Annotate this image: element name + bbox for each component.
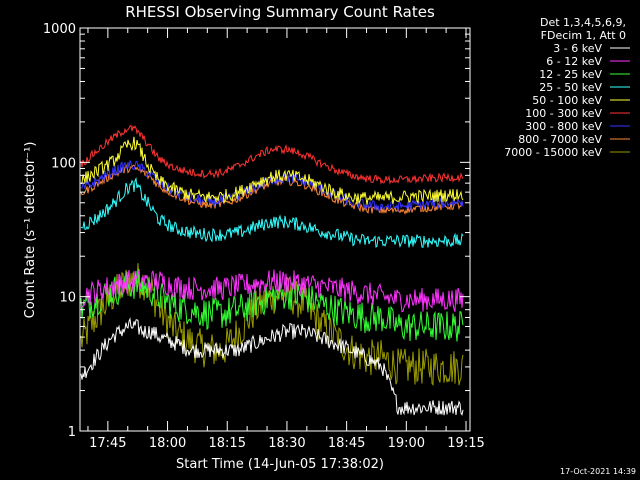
legend-entry-label: 12 - 25 keV: [539, 68, 602, 81]
series-line: [80, 176, 464, 249]
series-line: [80, 269, 464, 342]
legend: Det 1,3,4,5,6,9,FDecim 1, Att 03 - 6 keV…: [504, 16, 630, 159]
legend-entry-label: 6 - 12 keV: [546, 55, 602, 68]
series-line: [80, 124, 464, 185]
y-tick-label: 10: [59, 291, 76, 306]
y-tick-label: 1000: [43, 22, 76, 37]
legend-header-line: FDecim 1, Att 0: [541, 29, 626, 42]
series-layer: [80, 124, 464, 416]
series-line: [80, 317, 464, 416]
x-tick-label: 18:45: [328, 436, 365, 451]
x-axis-label: Start Time (14-Jun-05 17:38:02): [176, 457, 384, 472]
legend-entry-label: 300 - 800 keV: [525, 120, 602, 133]
series-line: [80, 263, 464, 387]
timestamp: 17-Oct-2021 14:39: [560, 467, 636, 476]
y-tick-label: 100: [51, 156, 76, 171]
plot-frame: [79, 27, 471, 432]
x-tick-label: 18:30: [268, 436, 305, 451]
x-tick-label: 18:15: [209, 436, 246, 451]
y-axis: 1 10 100 1000: [43, 22, 470, 440]
x-tick-label: 19:15: [447, 436, 484, 451]
legend-entry-label: 50 - 100 keV: [532, 94, 602, 107]
x-tick-label: 18:00: [149, 436, 186, 451]
chart-title: RHESSI Observing Summary Count Rates: [125, 3, 435, 21]
x-tick-label: 19:00: [388, 436, 425, 451]
x-tick-label: 17:45: [89, 436, 126, 451]
legend-header-line: Det 1,3,4,5,6,9,: [540, 16, 626, 29]
series-line: [80, 269, 464, 313]
x-axis: 17:45 18:00 18:15 18:30 18:45 19:00 19:15: [87, 28, 485, 451]
legend-entry-label: 25 - 50 keV: [539, 81, 602, 94]
series-line: [80, 136, 464, 205]
legend-entry-label: 3 - 6 keV: [553, 42, 602, 55]
y-axis-label: Count Rate (s⁻¹ detector⁻¹): [23, 142, 38, 319]
legend-entry-label: 100 - 300 keV: [525, 107, 602, 120]
legend-entry-label: 800 - 7000 keV: [518, 133, 602, 146]
legend-entry-label: 7000 - 15000 keV: [504, 146, 602, 159]
y-tick-label: 1: [68, 425, 76, 440]
